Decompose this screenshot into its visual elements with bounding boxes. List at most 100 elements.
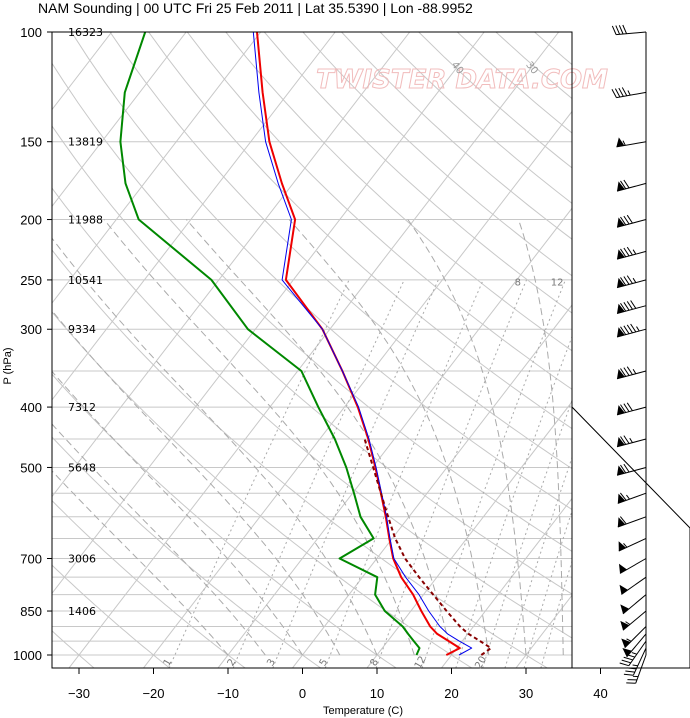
axis-labels: −30 −20 −10 0 10 20 30 40 Temperature (C) P (hPa)… (2, 25, 608, 717)
mixing-ratio-label: 8 (515, 277, 521, 288)
dry-adiabat (302, 32, 572, 277)
barb-flag (626, 366, 633, 375)
wind-barb (611, 87, 647, 99)
series-virtual-temperature (252, 32, 473, 656)
barb-staff (616, 31, 647, 36)
isotherm (52, 32, 336, 401)
barb-staff (616, 370, 647, 380)
barb-half-flag (632, 675, 639, 678)
mixing-ratio-bottom-label: 20 (473, 654, 489, 671)
barb-flag (623, 435, 630, 444)
barb-flag (623, 367, 630, 376)
barb-staff (617, 492, 647, 504)
x-tick-label: 30 (519, 686, 533, 701)
mixing-ratio-line (272, 279, 439, 668)
barb-half-flag (636, 326, 640, 332)
barb-flag (620, 464, 627, 474)
mixing-ratio-bottom-label: 2 (226, 657, 239, 668)
mixing-ratio-bottom-label: 3 (265, 657, 278, 668)
mixing-ratio-line (482, 398, 572, 668)
barb-staff (616, 141, 647, 148)
barb-staff (616, 305, 647, 314)
barb-flag (626, 246, 633, 256)
barb-flag (623, 463, 630, 473)
wind-barb (620, 594, 647, 615)
barb-half-flag (626, 638, 632, 642)
y-tick-label: 200 (20, 213, 42, 228)
barb-pennant (619, 584, 628, 595)
barb-pennant (617, 437, 625, 447)
wind-barb (616, 402, 647, 416)
mixing-ratio-bottom-label: 5 (318, 657, 331, 668)
barb-flag (626, 682, 636, 684)
dry-adiabat (52, 436, 322, 668)
barb-pennant (617, 249, 625, 260)
barb-half-flag (626, 494, 630, 500)
dry-adiabat (495, 32, 572, 100)
barb-flag (626, 214, 633, 224)
mixing-ratio-line (455, 335, 572, 668)
dry-adiabat (70, 32, 572, 511)
barb-staff (616, 279, 647, 289)
isotherm (52, 32, 411, 498)
moist-adiabat (52, 470, 229, 656)
barb-pennant (620, 620, 630, 631)
y-tick-label: 400 (20, 400, 42, 415)
wind-barb (619, 640, 647, 667)
barb-pennant (617, 217, 625, 228)
isotherm (142, 110, 572, 668)
mixing-ratio-bottom-label: 8 (368, 657, 381, 668)
barb-half-flag (622, 140, 626, 146)
barb-flag (620, 404, 627, 413)
barb-half-flag (632, 369, 637, 374)
wind-barb (626, 654, 647, 684)
dry-adiabat (52, 187, 572, 639)
wind-barb (620, 610, 647, 631)
mixing-ratio-line (523, 509, 572, 668)
wind-barb (616, 214, 647, 228)
barb-half-flag (625, 621, 631, 625)
wind-panel-border (571, 32, 690, 669)
barb-flag (618, 25, 624, 35)
wind-barb (616, 275, 647, 289)
dry-adiabat (186, 32, 572, 390)
watermark-text: TWISTER DATA.COM (316, 65, 608, 95)
barb-pennant (617, 517, 626, 528)
barb-pennant (617, 405, 625, 415)
barb-flag (620, 180, 627, 190)
mixing-ratio-line (504, 456, 572, 668)
x-tick-label: 40 (593, 686, 607, 701)
mixing-ratio-line (421, 279, 566, 668)
y-tick-label: 150 (20, 135, 42, 150)
barb-pennant (617, 181, 625, 192)
barb-flag (630, 300, 637, 309)
wind-barbs (611, 24, 647, 684)
x-tick-label: 0 (299, 686, 306, 701)
x-tick-label: −20 (142, 686, 164, 701)
barb-staff (622, 594, 647, 615)
barb-staff (622, 610, 647, 631)
barb-pennant (617, 303, 625, 314)
y-tick-label: 850 (20, 604, 42, 619)
barb-flag (615, 25, 621, 35)
dry-adiabat (52, 62, 572, 552)
barb-half-flag (632, 249, 637, 255)
wind-barb (622, 633, 647, 658)
chart-title: NAM Sounding | 00 UTC Fri 25 Feb 2011 | … (38, 0, 473, 16)
barb-pennant (618, 541, 627, 552)
plot-frame (51, 31, 690, 669)
barb-pennant (618, 563, 627, 574)
barb-flag (611, 89, 617, 98)
barb-flag (620, 368, 627, 377)
barb-staff (616, 182, 647, 192)
wind-barb (616, 435, 647, 448)
barb-flag (623, 276, 630, 285)
barb-flag (623, 247, 630, 257)
isotherm (440, 497, 572, 668)
sounding-traces (119, 32, 492, 656)
barb-flag (625, 670, 635, 673)
dry-adiabat (456, 32, 572, 134)
plot-border (51, 31, 573, 669)
dry-adiabat (109, 32, 572, 470)
